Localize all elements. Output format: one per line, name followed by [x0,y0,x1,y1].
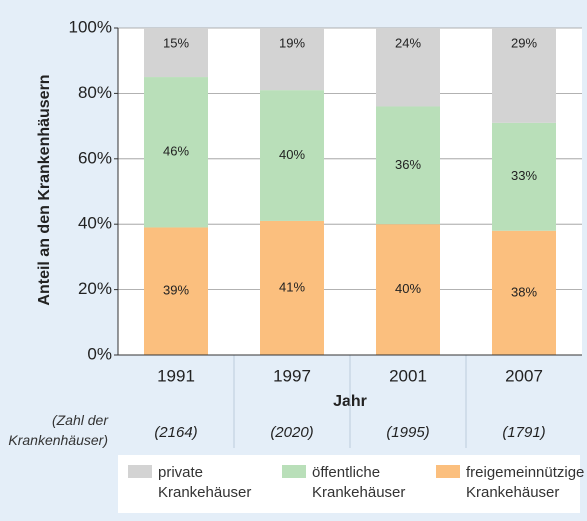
count-label-box: (Zahl der Krankenhäuser) [8,412,108,448]
legend-item: private Krankehäuser [118,455,272,513]
value-label: 40% [279,147,305,162]
y-tick-label: 0% [87,344,112,363]
legend-item: freigemeinnützige Krankehäuser [426,455,585,513]
bar-segment [260,90,324,221]
bar-segment [376,106,440,225]
bar-segment [144,77,208,228]
x-tick-label: 2001 [389,366,427,385]
x-tick-label: 1997 [273,366,311,385]
value-label: 41% [279,279,305,294]
count-value: (1995) [386,424,429,441]
value-label: 36% [395,157,421,172]
y-tick-label: 60% [78,148,112,167]
bar-segment [376,28,440,107]
legend-swatch [128,465,152,478]
bar-segment [260,220,324,355]
value-label: 15% [163,35,189,50]
count-value: (2164) [154,424,197,441]
bar-segment [492,28,556,123]
legend-swatch [282,465,306,478]
value-label: 33% [511,168,537,183]
value-label: 46% [163,144,189,159]
x-tick-label: 2007 [505,366,543,385]
bar-segment [144,28,208,78]
bar-segment [492,122,556,231]
bar-segment [376,224,440,355]
bar-segment [144,227,208,355]
count-value: (1791) [502,424,545,441]
value-label: 29% [511,35,537,50]
chart: Anteil an den Krankenhäusern Jahr (Zahl … [8,17,582,448]
bar-segment [492,230,556,355]
legend: private Krankehäuser öffentliche Krankehä… [118,455,585,513]
value-label: 24% [395,35,421,50]
x-tick-label: 1991 [157,366,195,385]
count-value: (2020) [270,424,313,441]
legend-item: öffentliche Krankehäuser [272,455,426,513]
bar-segment [260,28,324,91]
value-label: 19% [279,35,305,50]
y-axis-label: Anteil an den Krankenhäusern [36,74,53,305]
legend-label: private Krankehäuser [158,464,252,501]
y-tick-label: 100% [69,17,112,36]
legend-label: freigemeinnützige Krankehäuser [466,464,585,501]
legend-swatch [436,465,460,478]
count-label: (Zahl der Krankenhäuser) [8,412,108,448]
y-tick-label: 40% [78,214,112,233]
value-label: 40% [395,281,421,296]
y-tick-label: 80% [78,83,112,102]
value-label: 39% [163,283,189,298]
y-tick-label: 20% [78,279,112,298]
value-label: 38% [511,284,537,299]
legend-label: öffentliche Krankehäuser [312,464,406,501]
